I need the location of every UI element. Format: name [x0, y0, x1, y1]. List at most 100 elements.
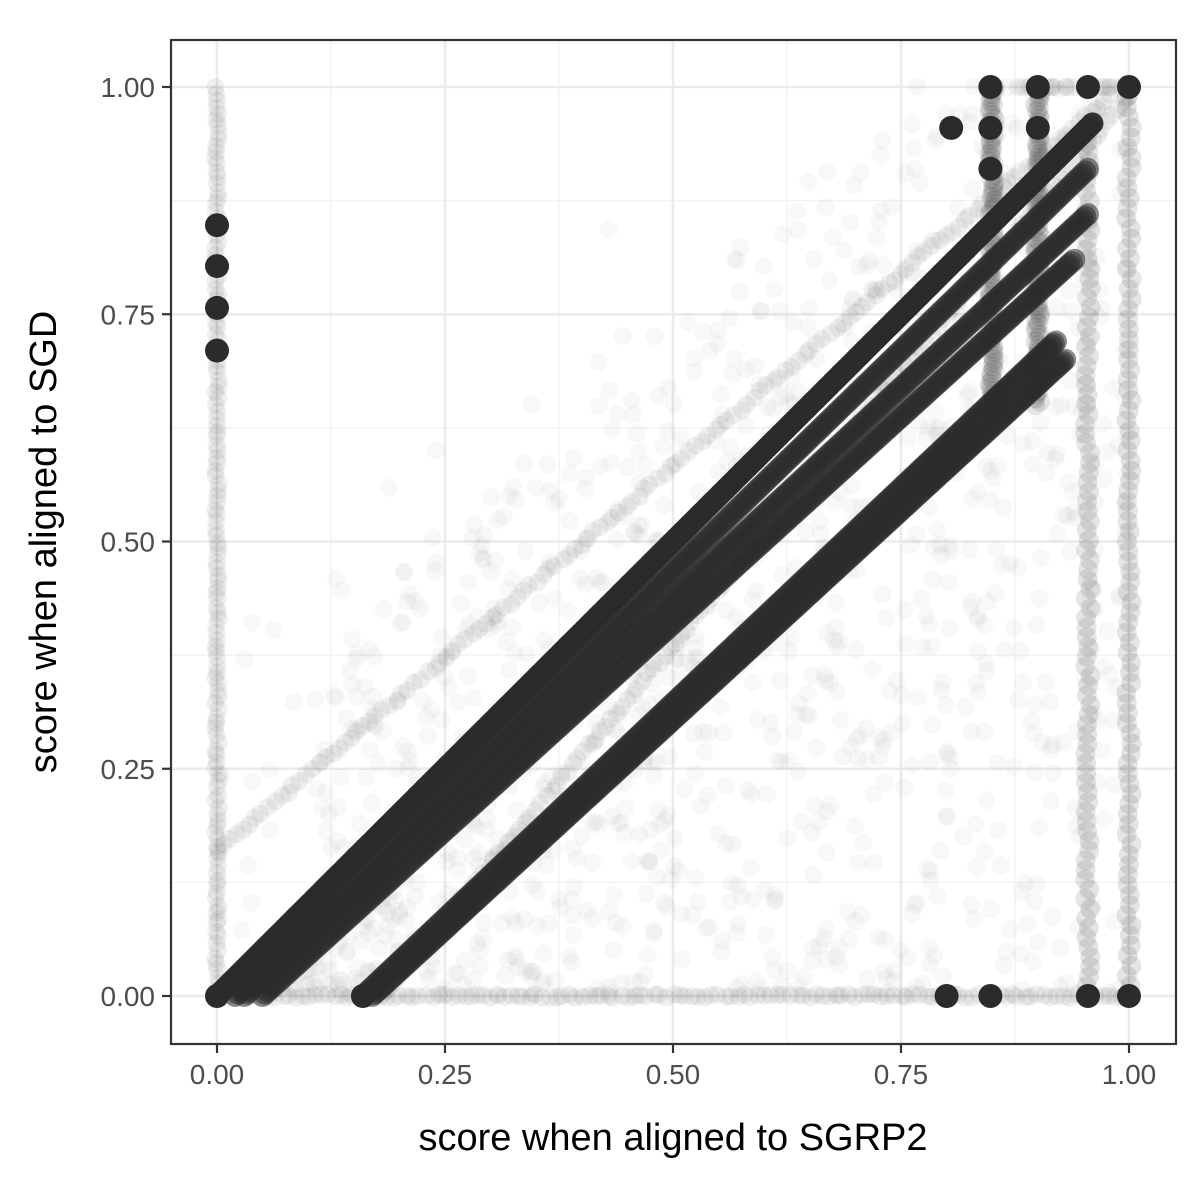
scatter-point	[1120, 127, 1141, 148]
scatter-point	[864, 785, 882, 803]
scatter-point	[208, 805, 227, 824]
scatter-point	[207, 521, 225, 540]
scatter-point	[574, 988, 593, 1007]
axes: 0.00 0.25 0.50 0.75 1.00 0.00 0.25 0.50 0.75 1.00	[101, 72, 1157, 1090]
scatter-point	[1121, 955, 1142, 976]
scatter-point	[807, 739, 825, 757]
scatter-point	[781, 986, 800, 1005]
scatter-point	[1076, 753, 1097, 774]
scatter-point	[623, 852, 641, 870]
scatter-point	[874, 256, 892, 274]
scatter-point	[964, 490, 982, 508]
scatter-point	[740, 988, 759, 1007]
scatter-point	[208, 116, 227, 135]
scatter-point	[234, 820, 253, 839]
scatter-point	[1043, 736, 1061, 754]
scatter-point	[305, 985, 324, 1004]
highlight-point	[205, 984, 229, 1008]
x-tick-label: 0.75	[874, 1059, 929, 1090]
scatter-point	[1080, 598, 1101, 619]
scatter-point	[997, 987, 1016, 1006]
scatter-point	[424, 988, 443, 1007]
scatter-point	[675, 780, 693, 798]
scatter-point	[1080, 578, 1101, 599]
scatter-point	[293, 987, 312, 1006]
scatter-point	[1078, 530, 1099, 551]
x-tick-label: 0.25	[418, 1059, 473, 1090]
scatter-point	[1005, 619, 1023, 637]
scatter-point	[514, 581, 533, 600]
scatter-point	[832, 986, 850, 1005]
scatter-point	[208, 362, 226, 381]
scatter-point	[643, 659, 662, 678]
scatter-point	[876, 931, 894, 949]
points-layer	[205, 75, 1142, 1008]
scatter-point	[590, 397, 608, 415]
scatter-point	[1026, 320, 1047, 341]
scatter-point	[1116, 258, 1137, 279]
scatter-point	[1077, 203, 1099, 226]
scatter-point	[359, 924, 377, 942]
scatter-point	[1078, 675, 1099, 696]
scatter-point	[208, 417, 227, 435]
scatter-point	[1018, 915, 1036, 933]
scatter-point	[827, 594, 845, 612]
scatter-point	[242, 894, 260, 912]
scatter-point	[689, 987, 707, 1006]
scatter-point	[877, 987, 896, 1006]
scatter-point	[712, 385, 730, 403]
scatter-point	[443, 642, 462, 661]
scatter-point	[658, 422, 676, 440]
scatter-point	[1079, 326, 1100, 347]
scatter-point	[1116, 410, 1137, 431]
scatter-point	[793, 986, 812, 1005]
scatter-point	[633, 672, 652, 691]
scatter-point	[697, 919, 715, 937]
scatter-point	[679, 442, 698, 461]
scatter-point	[824, 228, 842, 246]
scatter-point	[864, 985, 883, 1004]
scatter-point	[714, 724, 732, 742]
scatter-point	[207, 903, 226, 922]
scatter-point	[1028, 313, 1049, 334]
scatter-point	[909, 247, 928, 266]
scatter-point	[804, 666, 822, 684]
scatter-point	[981, 366, 1002, 387]
scatter-point	[1116, 713, 1137, 734]
scatter-point	[1077, 501, 1098, 522]
scatter-point	[1077, 384, 1098, 405]
scatter-point	[313, 799, 331, 817]
scatter-point	[206, 693, 225, 712]
scatter-point	[1026, 695, 1044, 713]
scatter-point	[448, 849, 466, 867]
scatter-point	[1120, 359, 1141, 380]
highlight-point	[939, 115, 964, 140]
scatter-point	[731, 282, 749, 300]
scatter-point	[459, 574, 477, 592]
scatter-point	[465, 689, 483, 707]
scatter-point	[899, 949, 917, 967]
scatter-point	[962, 599, 980, 617]
scatter-point	[1117, 511, 1138, 532]
scatter-point	[896, 635, 914, 653]
scatter-point	[347, 650, 365, 668]
scatter-point	[208, 441, 227, 460]
scatter-point	[360, 712, 379, 731]
scatter-point	[828, 682, 846, 700]
scatter-point	[206, 466, 225, 485]
scatter-point	[981, 140, 1002, 161]
scatter-point	[954, 828, 972, 846]
scatter-point	[207, 426, 226, 445]
scatter-point	[208, 534, 227, 553]
scatter-point	[997, 172, 1016, 191]
scatter-point	[815, 930, 833, 948]
scatter-point	[208, 875, 227, 894]
scatter-point	[1121, 915, 1142, 936]
scatter-point	[1051, 939, 1069, 957]
scatter-point	[1117, 864, 1138, 885]
scatter-point	[789, 351, 808, 370]
scatter-point	[639, 946, 657, 964]
scatter-point	[411, 670, 430, 689]
scatter-point	[917, 607, 935, 625]
scatter-point	[259, 797, 278, 816]
